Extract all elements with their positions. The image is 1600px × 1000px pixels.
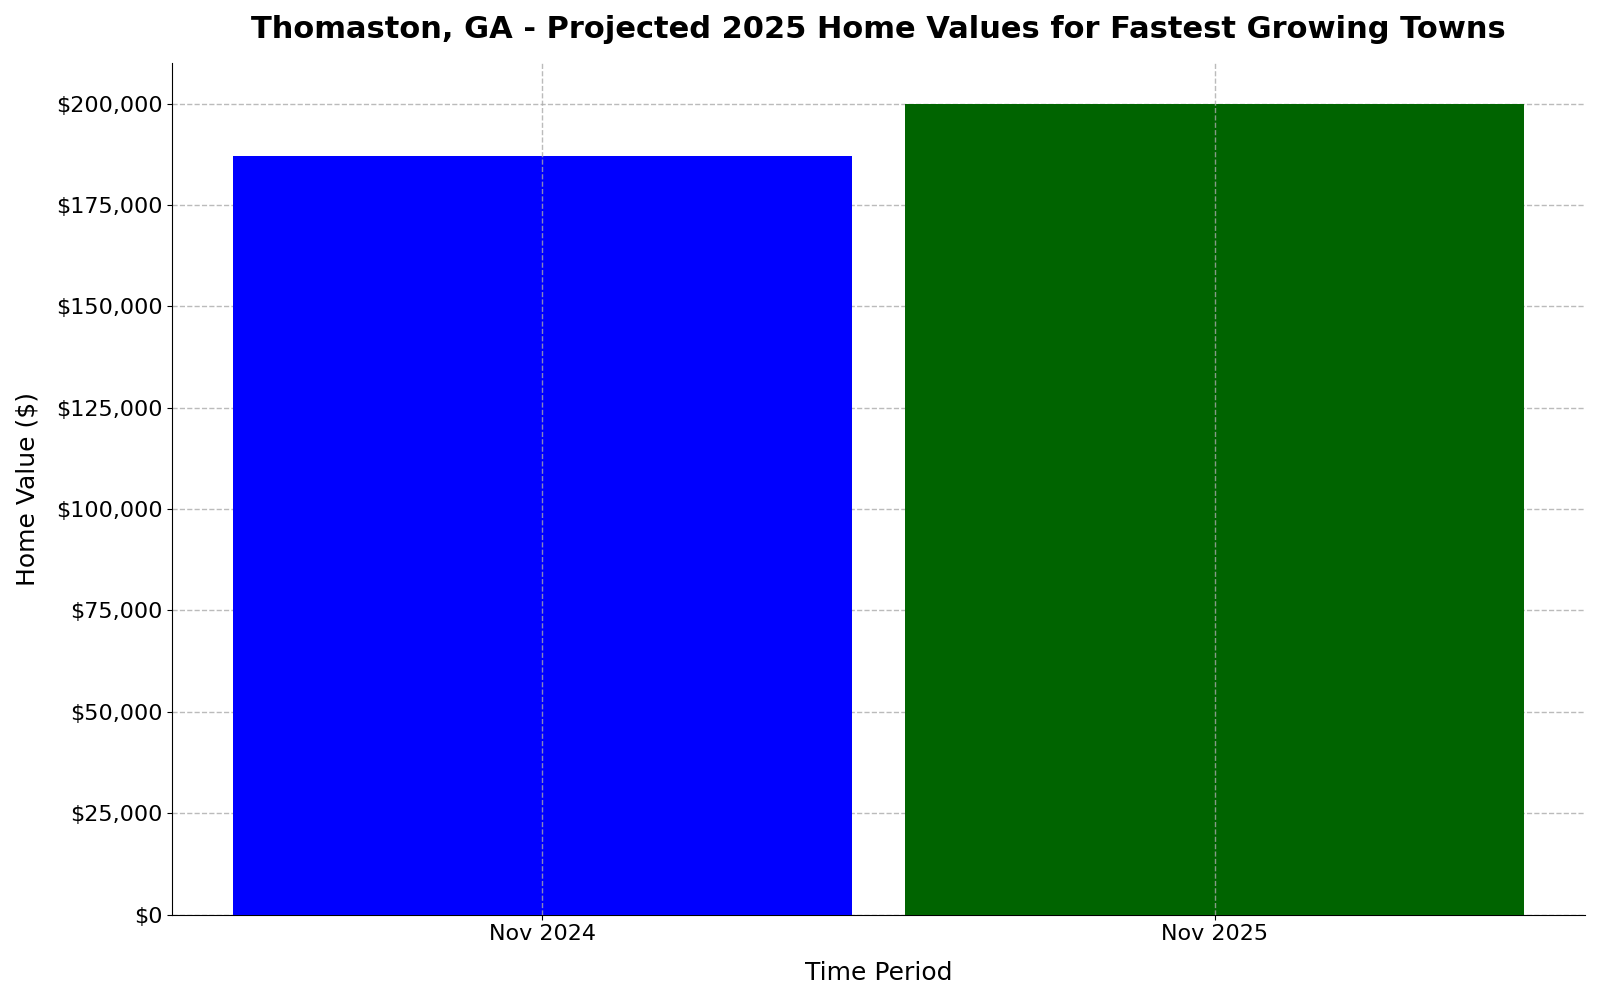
Bar [232,156,851,915]
X-axis label: Time Period: Time Period [805,961,952,985]
Y-axis label: Home Value ($): Home Value ($) [14,392,38,586]
Bar [906,104,1525,915]
Title: Thomaston, GA - Projected 2025 Home Values for Fastest Growing Towns: Thomaston, GA - Projected 2025 Home Valu… [251,15,1506,44]
